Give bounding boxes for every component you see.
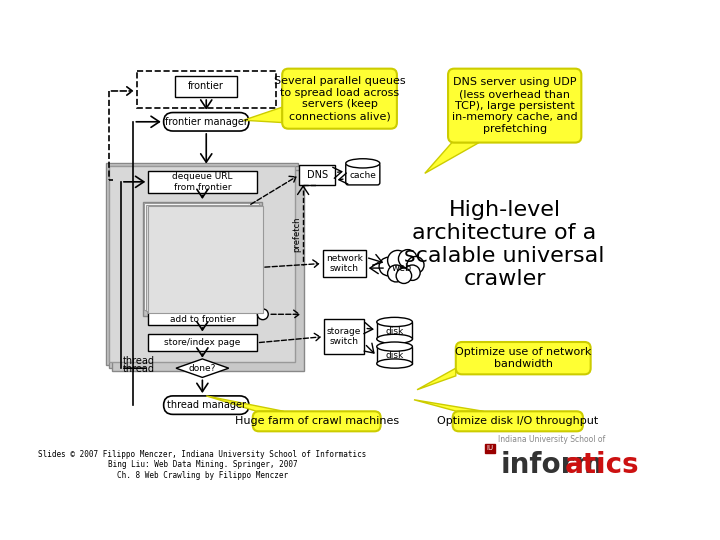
Bar (143, 202, 262, 316)
Bar (152, 233, 230, 251)
Bar (148, 334, 256, 351)
Circle shape (407, 256, 424, 273)
Text: Huge farm of crawl machines: Huge farm of crawl machines (235, 416, 399, 426)
Circle shape (405, 265, 420, 280)
FancyBboxPatch shape (346, 164, 380, 185)
Text: prefetch: prefetch (292, 217, 302, 252)
Text: thread manager: thread manager (167, 400, 246, 410)
Bar (323, 249, 366, 278)
Polygon shape (414, 400, 484, 411)
Bar (300, 165, 335, 185)
Text: fetch page: fetch page (166, 284, 215, 293)
Bar (324, 319, 364, 354)
Bar (148, 171, 256, 193)
Bar (152, 210, 230, 225)
Text: DNS server using UDP
(less overhead than
TCP), large persistent
in-memory cache,: DNS server using UDP (less overhead than… (452, 77, 577, 134)
Text: network
switch: network switch (325, 254, 363, 273)
Text: extract URLs and
add to frontier: extract URLs and add to frontier (163, 305, 241, 324)
Bar (175, 76, 238, 97)
Text: store/index page: store/index page (164, 338, 240, 347)
Bar (109, 166, 294, 362)
Text: atics: atics (565, 451, 639, 479)
Circle shape (387, 251, 408, 271)
Polygon shape (425, 143, 479, 173)
Text: thread: thread (122, 356, 155, 366)
Bar (152, 260, 212, 274)
Ellipse shape (377, 359, 413, 368)
Text: High-level
architecture of a
scalable universal
crawler: High-level architecture of a scalable un… (405, 200, 605, 289)
Text: HTTP GET: HTTP GET (161, 263, 204, 272)
Bar (145, 205, 261, 311)
Text: inform: inform (500, 451, 604, 479)
Text: disk: disk (385, 327, 404, 336)
Bar (485, 444, 495, 453)
Text: thread: thread (122, 364, 155, 374)
Ellipse shape (346, 159, 380, 168)
Text: Optimize disk I/O throughput: Optimize disk I/O throughput (437, 416, 598, 426)
Text: asynchronous
sockets: asynchronous sockets (161, 232, 220, 252)
Circle shape (396, 268, 412, 284)
Bar (112, 170, 304, 372)
Bar (144, 204, 259, 309)
Text: web: web (392, 263, 412, 273)
FancyBboxPatch shape (282, 69, 397, 129)
Polygon shape (243, 107, 282, 123)
Text: resolve DNS: resolve DNS (163, 213, 218, 222)
Text: done?: done? (189, 363, 216, 373)
Text: DNS: DNS (307, 170, 328, 180)
Circle shape (398, 249, 417, 268)
Text: disk: disk (385, 352, 404, 360)
Text: dequeue URL
from frontier: dequeue URL from frontier (172, 172, 233, 192)
FancyBboxPatch shape (453, 411, 583, 431)
Polygon shape (206, 396, 284, 411)
Text: Slides © 2007 Filippo Menczer, Indiana University School of Informatics
Bing Liu: Slides © 2007 Filippo Menczer, Indiana U… (38, 450, 366, 480)
Ellipse shape (377, 342, 413, 351)
FancyBboxPatch shape (456, 342, 590, 374)
Circle shape (387, 265, 405, 282)
Bar (148, 303, 256, 325)
FancyBboxPatch shape (163, 396, 249, 414)
FancyBboxPatch shape (448, 69, 581, 143)
Text: IU: IU (486, 446, 493, 451)
Bar (137, 71, 276, 108)
Text: Several parallel queues
to spread load across
servers (keep
connections alive): Several parallel queues to spread load a… (274, 76, 405, 121)
Polygon shape (176, 359, 229, 377)
Text: frontier manager: frontier manager (165, 117, 248, 127)
FancyBboxPatch shape (163, 112, 249, 131)
Text: Optimize use of network
bandwidth: Optimize use of network bandwidth (455, 347, 591, 369)
Bar (148, 206, 263, 313)
Text: frontier: frontier (189, 82, 224, 91)
Bar (377, 347, 413, 363)
Bar (109, 166, 301, 368)
Text: Indiana University School of: Indiana University School of (498, 435, 605, 444)
Text: cache: cache (349, 171, 377, 180)
Circle shape (379, 257, 397, 276)
Polygon shape (417, 368, 456, 390)
Text: storage
switch: storage switch (327, 327, 361, 346)
Bar (106, 164, 297, 365)
FancyBboxPatch shape (253, 411, 381, 431)
Ellipse shape (377, 334, 413, 343)
Bar (377, 322, 413, 339)
Ellipse shape (377, 318, 413, 327)
Circle shape (258, 309, 269, 320)
